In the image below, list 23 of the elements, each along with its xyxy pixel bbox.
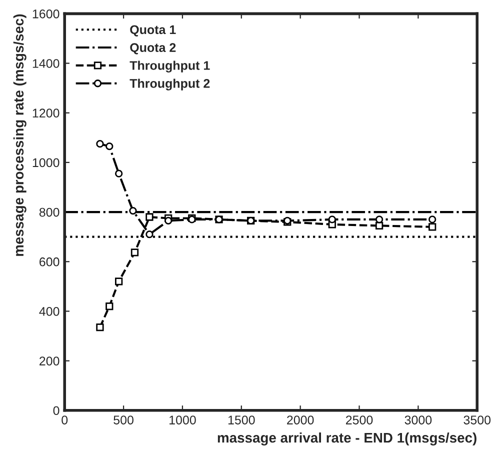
x-tick-label: 1500 xyxy=(228,416,255,424)
legend-label: Quota 2 xyxy=(130,43,176,54)
y-tick-label: 1400 xyxy=(32,59,60,68)
x-tick-label: 3000 xyxy=(404,416,432,424)
x-axis-title: massage arrival rate - END 1(msgs/sec) xyxy=(218,432,476,446)
y-tick-label: 200 xyxy=(40,356,60,366)
x-tick-label: 2000 xyxy=(287,416,314,424)
y-axis-title: message processing rate (msgs/sec) xyxy=(13,14,26,256)
legend-label: Quota 1 xyxy=(130,25,176,36)
y-tick-label: 600 xyxy=(40,257,60,266)
y-tick-label: 400 xyxy=(39,307,60,316)
y-tick-label: 1600 xyxy=(32,9,60,18)
y-tick-label: 800 xyxy=(39,208,60,217)
x-tick-label: 2500 xyxy=(346,416,373,424)
y-tick-label: 1200 xyxy=(32,108,60,118)
x-tick-label: 0 xyxy=(62,416,68,424)
y-tick-label: 1000 xyxy=(32,158,60,168)
x-tick-label: 500 xyxy=(114,416,134,424)
legend-label: Throughput 2 xyxy=(130,78,210,90)
x-tick-label: 3500 xyxy=(464,416,491,424)
x-tick-label: 1000 xyxy=(170,416,196,424)
y-tick-label: 0 xyxy=(53,406,60,416)
legend-label: Throughput 1 xyxy=(130,60,210,72)
